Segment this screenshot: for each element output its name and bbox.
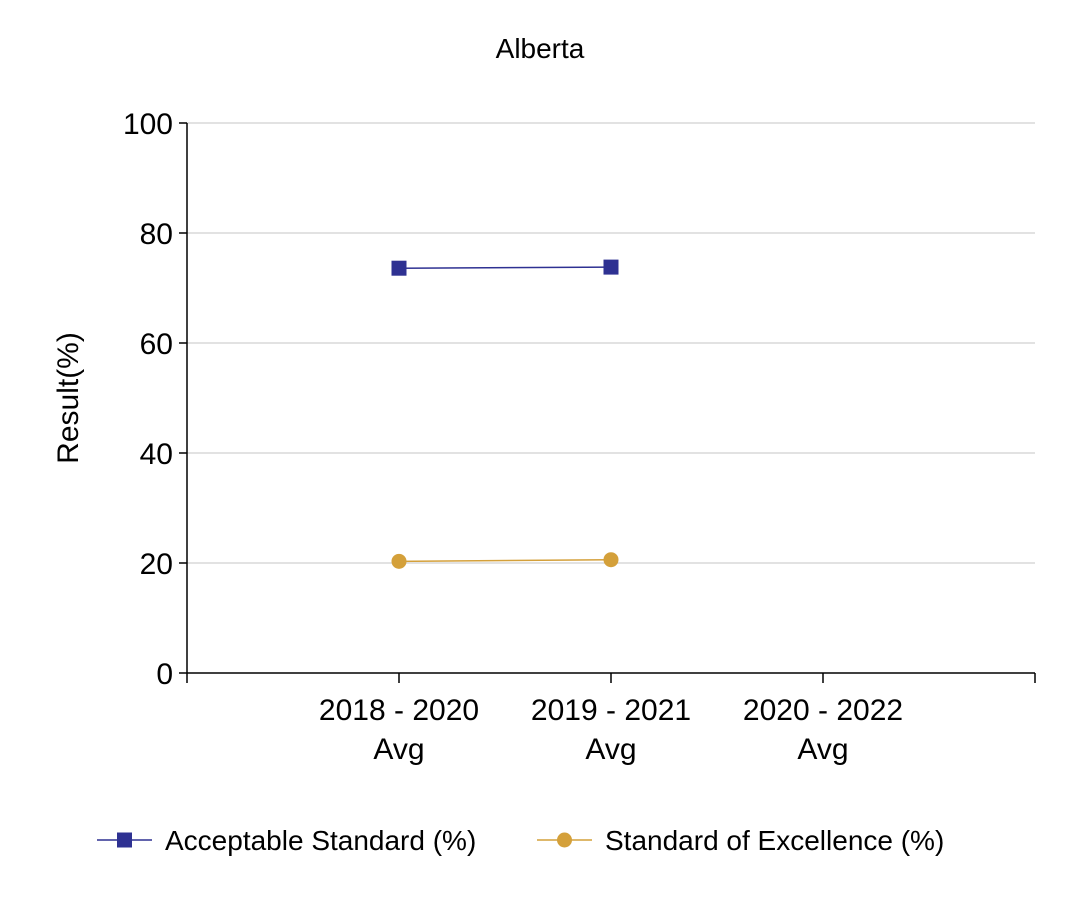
legend-marker bbox=[557, 832, 572, 848]
legend-item: Standard of Excellence (%) bbox=[537, 825, 944, 856]
series-line bbox=[398, 558, 612, 563]
data-point bbox=[391, 260, 407, 276]
y-tick-label: 100 bbox=[123, 108, 173, 141]
y-tick-label: 0 bbox=[156, 658, 173, 691]
series-layer bbox=[391, 259, 619, 569]
y-tick-label: 60 bbox=[140, 328, 173, 361]
y-axis-title: Result(%) bbox=[52, 332, 85, 464]
legend-label: Standard of Excellence (%) bbox=[605, 825, 944, 856]
x-tick-label: 2020 - 2022 bbox=[743, 694, 903, 727]
y-tick-label: 20 bbox=[140, 548, 173, 581]
series-line bbox=[398, 266, 612, 269]
y-tick-label: 80 bbox=[140, 218, 173, 251]
x-axis-ticks: 2018 - 2020 Avg 2019 - 2021 Avg 2020 - 2022 A… bbox=[186, 673, 1036, 766]
x-tick-label: 2018 - 2020 bbox=[319, 694, 479, 727]
legend-marker bbox=[117, 832, 132, 848]
legend-label: Acceptable Standard (%) bbox=[165, 825, 476, 856]
gridlines bbox=[187, 122, 1035, 564]
axes bbox=[186, 123, 1035, 674]
data-point bbox=[603, 259, 619, 275]
data-point bbox=[603, 552, 619, 568]
series-2 bbox=[391, 552, 619, 569]
data-point bbox=[391, 553, 407, 569]
y-tick-label: 40 bbox=[140, 438, 173, 471]
series-1 bbox=[391, 259, 619, 276]
x-tick-label: Avg bbox=[797, 733, 848, 766]
chart-title: Alberta bbox=[496, 33, 585, 64]
x-tick-label: 2019 - 2021 bbox=[531, 694, 691, 727]
x-tick-label: Avg bbox=[585, 733, 636, 766]
legend: Acceptable Standard (%) Standard of Excel… bbox=[97, 825, 944, 856]
x-tick-label: Avg bbox=[373, 733, 424, 766]
legend-item: Acceptable Standard (%) bbox=[97, 825, 476, 856]
y-axis-ticks: 0 20 40 60 80 100 bbox=[123, 108, 187, 691]
